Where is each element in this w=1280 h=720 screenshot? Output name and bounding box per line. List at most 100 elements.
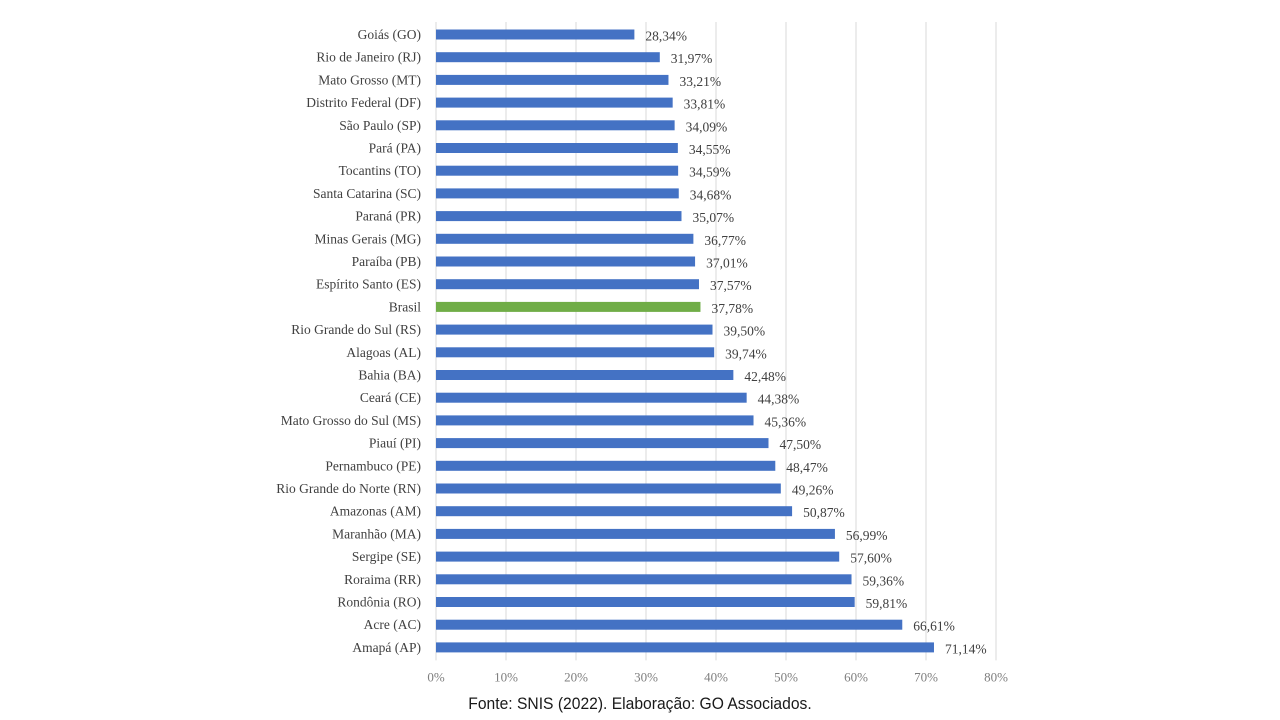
- data-label: 57,60%: [850, 551, 892, 566]
- gridlines: [435, 22, 997, 661]
- x-tick-label: 20%: [564, 669, 588, 684]
- data-label: 56,99%: [846, 528, 888, 543]
- category-label: Santa Catarina (SC): [313, 186, 421, 201]
- bar: [436, 256, 696, 267]
- category-label: Espírito Santo (ES): [316, 277, 421, 292]
- category-label: Pernambuco (PE): [325, 458, 421, 473]
- data-label: 48,47%: [786, 460, 828, 475]
- category-label: Bahia (BA): [358, 368, 421, 383]
- bar: [436, 619, 903, 630]
- data-label: 28,34%: [645, 29, 687, 44]
- value-labels: 28,34% 31,97% 33,21% 33,81% 34,09% 34,55% 34,5…: [645, 29, 986, 657]
- data-label: 37,78%: [711, 301, 753, 316]
- bar: [436, 415, 754, 426]
- category-label: Maranhão (MA): [332, 526, 421, 541]
- bar: [436, 574, 852, 585]
- bar: [436, 506, 793, 517]
- category-label: Mato Grosso do Sul (MS): [281, 413, 421, 428]
- source-caption: Fonte: SNIS (2022). Elaboração: GO Assoc…: [468, 694, 812, 713]
- x-tick-label: 50%: [774, 669, 798, 684]
- bar: [436, 52, 660, 63]
- x-tick-label: 40%: [704, 669, 728, 684]
- bar: [436, 97, 673, 108]
- bar: [436, 528, 835, 539]
- bars: [436, 29, 934, 653]
- category-label: Paraná (PR): [355, 209, 421, 224]
- category-label: Roraima (RR): [344, 572, 421, 587]
- bar: [436, 143, 678, 153]
- bar: [436, 392, 747, 403]
- x-axis-ticks: 0% 10% 20% 30% 40% 50% 60% 70% 80%: [427, 669, 1008, 684]
- category-label: Amazonas (AM): [330, 504, 421, 519]
- x-tick-label: 0%: [427, 669, 445, 684]
- category-label: Rondônia (RO): [337, 595, 421, 610]
- data-label: 45,36%: [765, 414, 807, 429]
- bar: [436, 211, 682, 222]
- bar: [436, 188, 679, 199]
- data-label: 37,01%: [706, 256, 748, 271]
- data-label: 37,57%: [710, 278, 752, 293]
- bar: [436, 597, 855, 607]
- bar: [436, 120, 675, 131]
- x-tick-label: 70%: [914, 669, 938, 684]
- category-label: Goiás (GO): [358, 27, 421, 42]
- category-label: Brasil: [389, 299, 421, 314]
- category-label: Tocantins (TO): [339, 163, 421, 178]
- data-label: 34,09%: [686, 119, 728, 134]
- bar: [436, 551, 840, 562]
- category-label: Pará (PA): [369, 141, 421, 156]
- data-label: 33,81%: [684, 97, 726, 112]
- category-label: Rio Grande do Norte (RN): [276, 481, 421, 496]
- data-label: 35,07%: [692, 210, 734, 225]
- data-label: 34,55%: [689, 142, 731, 157]
- data-label: 39,50%: [724, 324, 766, 339]
- data-label: 42,48%: [744, 369, 786, 384]
- bar-brasil: [436, 301, 701, 312]
- category-label: Minas Gerais (MG): [315, 231, 421, 246]
- data-label: 66,61%: [913, 619, 955, 634]
- category-label: Piauí (PI): [369, 436, 421, 451]
- bar: [436, 370, 734, 380]
- category-label: Alagoas (AL): [346, 345, 421, 360]
- data-label: 31,97%: [671, 51, 713, 66]
- bar: [436, 642, 934, 653]
- category-label: Sergipe (SE): [352, 549, 421, 564]
- x-tick-label: 30%: [634, 669, 658, 684]
- bar: [436, 483, 781, 494]
- category-label: Ceará (CE): [360, 390, 421, 405]
- x-tick-label: 80%: [984, 669, 1008, 684]
- category-label: Rio Grande do Sul (RS): [291, 322, 421, 337]
- data-label: 33,21%: [679, 74, 721, 89]
- category-label: Amapá (AP): [352, 640, 421, 655]
- x-tick-label: 60%: [844, 669, 868, 684]
- data-label: 44,38%: [758, 392, 800, 407]
- data-label: 34,59%: [689, 165, 731, 180]
- data-label: 36,77%: [704, 233, 746, 248]
- category-label: Rio de Janeiro (RJ): [316, 50, 421, 65]
- category-labels: Goiás (GO) Rio de Janeiro (RJ) Mato Grosso…: [276, 27, 421, 655]
- bar: [436, 279, 699, 290]
- data-label: 49,26%: [792, 483, 834, 498]
- bar: [436, 347, 715, 358]
- category-label: Distrito Federal (DF): [306, 95, 421, 110]
- x-tick-label: 10%: [494, 669, 518, 684]
- bar: [436, 438, 769, 449]
- data-label: 47,50%: [780, 437, 822, 452]
- bar: [436, 233, 694, 244]
- bar: [436, 324, 713, 335]
- bar: [436, 165, 679, 176]
- bar: [436, 74, 669, 85]
- category-label: Paraíba (PB): [352, 254, 421, 269]
- category-label: São Paulo (SP): [339, 118, 421, 133]
- data-label: 59,36%: [863, 573, 905, 588]
- data-label: 34,68%: [690, 187, 732, 202]
- category-label: Mato Grosso (MT): [318, 72, 421, 87]
- bar: [436, 29, 635, 40]
- bar: [436, 460, 776, 471]
- data-label: 39,74%: [725, 346, 767, 361]
- data-label: 50,87%: [803, 505, 845, 520]
- data-label: 59,81%: [866, 596, 908, 611]
- data-label: 71,14%: [945, 641, 987, 656]
- category-label: Acre (AC): [364, 617, 421, 632]
